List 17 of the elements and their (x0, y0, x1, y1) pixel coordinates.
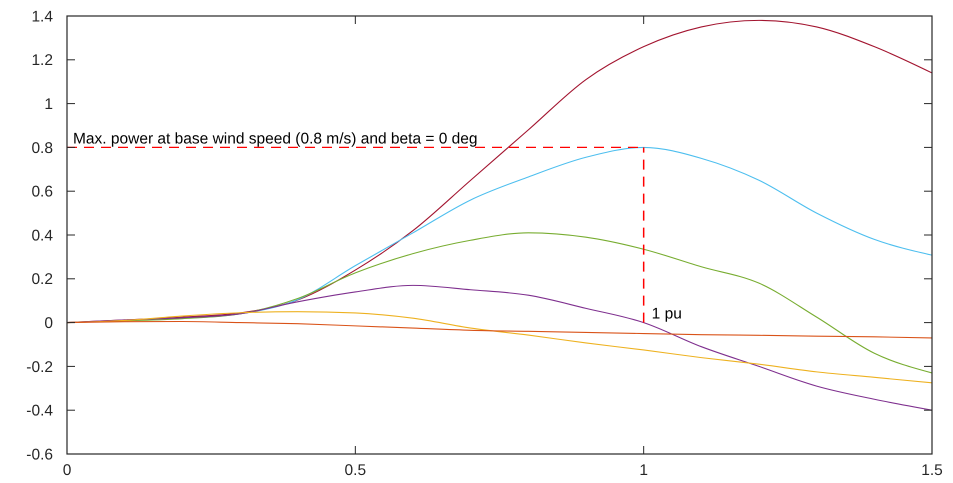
x-tick-label: 1.5 (921, 462, 943, 479)
y-tick-label: 0 (44, 315, 54, 332)
y-tick-label: -0.2 (26, 358, 53, 376)
x-tick-label: 0 (62, 462, 72, 479)
y-tick-label: 1 (44, 96, 53, 114)
y-tick-label: 0.2 (31, 271, 53, 288)
ref-line-label: Max. power at base wind speed (0.8 m/s) and beta = 0 deg (73, 130, 478, 148)
y-tick-label: -0.6 (26, 446, 53, 464)
y-tick-label: 1.2 (31, 52, 53, 70)
x-tick-label: 1 (639, 462, 648, 479)
x-tick-label: 0.5 (344, 462, 366, 479)
y-tick-label: 0.4 (31, 227, 54, 244)
y-tick-label: 0.6 (31, 184, 53, 201)
y-tick-label: 0.8 (31, 140, 53, 157)
ref-line-label: 1 pu (652, 306, 682, 323)
y-tick-label: -0.4 (26, 402, 54, 420)
y-tick-label: 1.4 (31, 8, 54, 26)
